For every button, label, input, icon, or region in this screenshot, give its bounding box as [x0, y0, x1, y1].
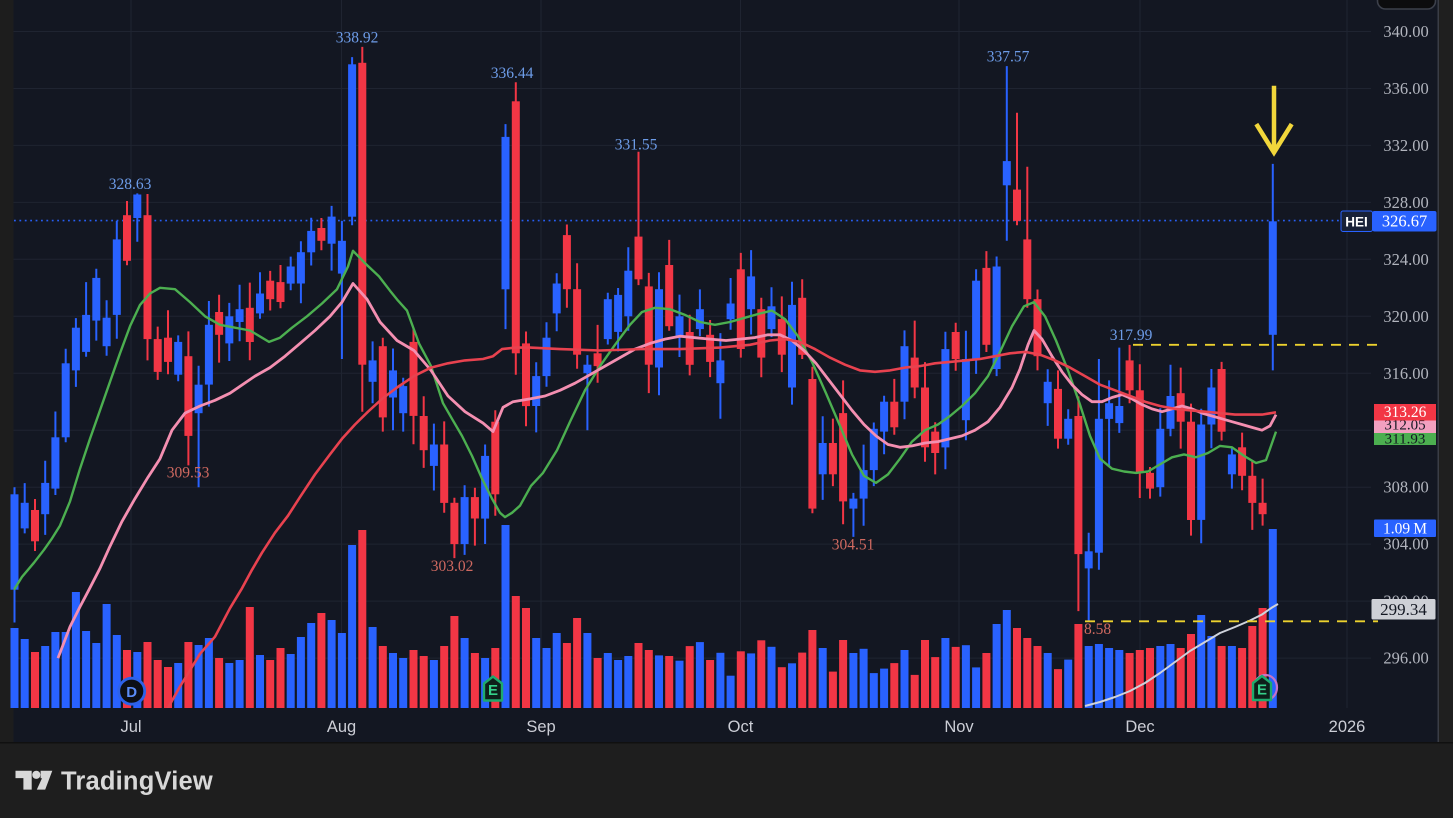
svg-text:8.58: 8.58 — [1084, 621, 1111, 638]
svg-text:311.93: 311.93 — [1385, 432, 1426, 448]
svg-text:303.02: 303.02 — [431, 558, 474, 575]
svg-text:1.09 M: 1.09 M — [1383, 521, 1427, 538]
svg-text:Dec: Dec — [1125, 718, 1154, 736]
svg-text:328.00: 328.00 — [1383, 193, 1428, 212]
svg-text:HEI: HEI — [1345, 215, 1368, 230]
svg-text:336.44: 336.44 — [491, 65, 534, 82]
svg-text:Sep: Sep — [526, 718, 555, 736]
svg-text:296.00: 296.00 — [1383, 649, 1428, 668]
svg-text:332.00: 332.00 — [1383, 136, 1428, 155]
svg-text:326.67: 326.67 — [1382, 212, 1427, 231]
svg-text:299.34: 299.34 — [1380, 600, 1427, 619]
svg-text:324.00: 324.00 — [1383, 250, 1428, 269]
svg-text:337.57: 337.57 — [987, 49, 1030, 66]
svg-text:340.00: 340.00 — [1383, 22, 1428, 41]
svg-text:309.53: 309.53 — [167, 465, 210, 482]
svg-text:312.05: 312.05 — [1384, 418, 1425, 434]
svg-text:328.63: 328.63 — [109, 176, 152, 193]
svg-text:2026: 2026 — [1329, 718, 1366, 736]
svg-text:E: E — [1257, 682, 1267, 699]
svg-text:Aug: Aug — [327, 718, 356, 736]
svg-text:E: E — [488, 682, 498, 699]
svg-text:304.00: 304.00 — [1383, 535, 1428, 554]
svg-text:316.00: 316.00 — [1383, 364, 1428, 383]
svg-text:317.99: 317.99 — [1110, 327, 1153, 344]
svg-text:D: D — [126, 684, 137, 701]
svg-text:304.51: 304.51 — [832, 537, 875, 554]
svg-text:320.00: 320.00 — [1383, 307, 1428, 326]
svg-text:336.00: 336.00 — [1383, 79, 1428, 98]
svg-text:308.00: 308.00 — [1383, 478, 1428, 497]
svg-text:Oct: Oct — [728, 718, 754, 736]
svg-text:Nov: Nov — [944, 718, 974, 736]
svg-text:338.92: 338.92 — [336, 30, 379, 47]
svg-text:TradingView: TradingView — [61, 768, 213, 796]
svg-text:313.26: 313.26 — [1384, 404, 1427, 421]
svg-text:331.55: 331.55 — [615, 137, 658, 154]
svg-text:Jul: Jul — [120, 718, 141, 736]
